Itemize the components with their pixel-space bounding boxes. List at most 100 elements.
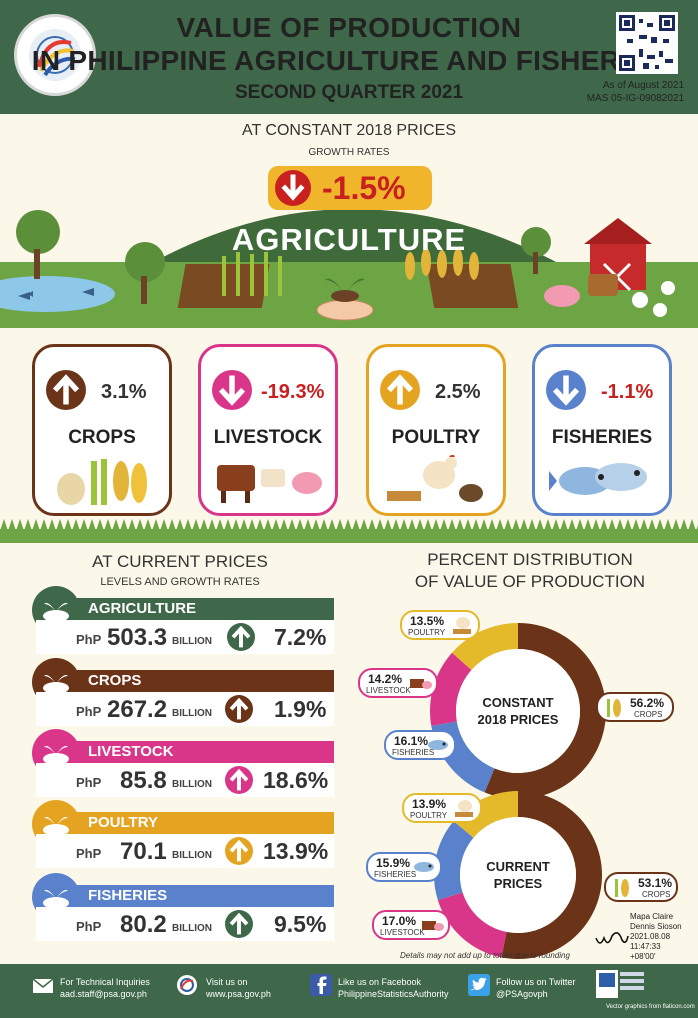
slice-label-livestock: 14.2% LIVESTOCK xyxy=(358,668,438,698)
current-values-row xyxy=(36,692,334,726)
page-title-line1: VALUE OF PRODUCTION xyxy=(176,12,522,43)
growth-arrow xyxy=(224,765,253,794)
twitter-handle[interactable]: @PSAgovph xyxy=(496,989,548,999)
as-of-block: As of August 2021 MAS 05-IG-09082021 xyxy=(587,79,684,105)
current-bar-poultry: POULTRY xyxy=(36,812,334,834)
website-label: Visit us on xyxy=(206,977,248,987)
subsector-illustration xyxy=(549,455,657,512)
website-link[interactable]: Visit us on www.psa.gov.ph xyxy=(206,976,271,1000)
donut-slice-poultry xyxy=(451,623,518,670)
arrow-up-icon xyxy=(225,695,253,723)
poultry-icon xyxy=(452,796,476,825)
signer-name-line2: Dennis Sioson xyxy=(630,922,682,931)
subsector-illustration xyxy=(215,455,323,512)
slice-category: FISHERIES xyxy=(392,748,435,757)
facebook-handle[interactable]: PhilippineStatisticsAuthority xyxy=(338,989,449,999)
growth-rate: 18.6% xyxy=(263,767,329,793)
unit-label: BILLION xyxy=(172,708,212,719)
growth-rate: 9.5% xyxy=(274,911,327,937)
unit-label: BILLION xyxy=(172,636,212,647)
psa-website-icon xyxy=(177,975,197,995)
header-banner xyxy=(0,0,698,114)
subsector-rate: 3.1% xyxy=(101,381,147,403)
arrow-up-icon xyxy=(227,623,255,651)
donut-center-line1: CURRENT xyxy=(486,859,550,874)
arrow-up-icon xyxy=(380,370,420,410)
distribution-title-line2: OF VALUE OF PRODUCTION xyxy=(414,572,646,591)
arrow-up-icon xyxy=(225,766,253,794)
inquiries-email[interactable]: aad.staff@psa.gov.ph xyxy=(60,989,147,999)
twitter-label: Follow us on Twitter xyxy=(496,977,576,987)
slice-label-fisheries: 15.9% FISHERIES xyxy=(366,852,442,882)
slice-value: 53.1% xyxy=(638,876,673,890)
slice-category: LIVESTOCK xyxy=(366,686,411,695)
current-bar-crops: CROPS xyxy=(36,670,334,692)
signature-mark xyxy=(595,932,629,944)
slice-label-crops: 53.1% CROPS xyxy=(604,872,678,902)
livestock-icon xyxy=(420,913,444,942)
slice-label-crops: 56.2% CROPS xyxy=(596,692,674,722)
technical-inquiries[interactable]: For Technical Inquiries aad.staff@psa.go… xyxy=(60,976,150,1000)
donut-slice-livestock xyxy=(430,652,472,726)
value-level: 70.1 xyxy=(120,838,167,865)
inquiries-label: For Technical Inquiries xyxy=(60,977,150,987)
rate-arrow xyxy=(45,369,87,411)
psa-logo xyxy=(14,14,96,96)
donut-slice-crops xyxy=(484,623,606,799)
agriculture-rate-badge xyxy=(268,166,432,210)
growth-arrow xyxy=(226,622,255,651)
donut-center-line2: PRICES xyxy=(494,876,543,891)
donut-chart-constant: CONSTANT 2018 PRICES xyxy=(430,623,606,799)
slice-label-fisheries: 16.1% FISHERIES xyxy=(384,730,456,760)
fisheries-icon xyxy=(412,855,436,884)
arrow-down-icon xyxy=(546,370,586,410)
twitter-link[interactable]: Follow us on Twitter @PSAgovph xyxy=(496,976,575,1000)
page-subtitle: SECOND QUARTER 2021 xyxy=(234,82,464,103)
subsector-rate: -19.3% xyxy=(261,381,325,403)
arrow-up-icon xyxy=(46,370,86,410)
subsector-card-livestock: -19.3% LIVESTOCK xyxy=(198,344,338,516)
subsector-rate: -1.1% xyxy=(601,381,654,403)
donut-center-line1: CONSTANT xyxy=(482,695,553,710)
arrow-up-icon xyxy=(225,910,253,938)
currency-label: PhP xyxy=(76,704,102,719)
facebook-label: Like us on Facebook xyxy=(338,977,422,987)
arrow-down-icon xyxy=(275,170,311,206)
current-row-name: CROPS xyxy=(88,672,142,689)
slice-category: POULTRY xyxy=(410,811,448,820)
current-row-name: FISHERIES xyxy=(88,887,168,904)
slice-label-poultry: 13.5% POULTRY xyxy=(400,610,480,640)
growth-rate: 1.9% xyxy=(274,696,327,722)
current-bar-agriculture: AGRICULTURE xyxy=(36,598,334,620)
growth-arrow xyxy=(224,836,253,865)
subsector-card-fisheries: -1.1% FISHERIES xyxy=(532,344,672,516)
subsector-card-crops: 3.1% CROPS xyxy=(32,344,172,516)
currency-label: PhP xyxy=(76,632,102,647)
currency-label: PhP xyxy=(76,919,102,934)
unit-label: BILLION xyxy=(172,923,212,934)
subsector-card-poultry: 2.5% POULTRY xyxy=(366,344,506,516)
website-url[interactable]: www.psa.gov.ph xyxy=(206,989,271,999)
current-prices-subtitle: LEVELS AND GROWTH RATES xyxy=(100,576,260,588)
qr-code[interactable] xyxy=(616,12,678,74)
facebook-link[interactable]: Like us on Facebook PhilippineStatistics… xyxy=(338,976,449,1000)
crops-icon xyxy=(610,875,634,904)
footer-bar xyxy=(0,964,698,1018)
donut-slice-livestock xyxy=(437,892,507,958)
slice-category: POULTRY xyxy=(408,628,446,637)
value-level: 503.3 xyxy=(107,624,168,651)
slice-category: CROPS xyxy=(634,710,663,719)
signer-name-line1: Mapa Claire xyxy=(630,912,674,921)
slice-value: 13.9% xyxy=(412,797,447,811)
growth-rate: 13.9% xyxy=(263,838,329,864)
signature-date: 2021.08.08 xyxy=(630,932,671,941)
slice-label-livestock: 17.0% LIVESTOCK xyxy=(372,910,450,940)
farm-scene xyxy=(0,114,698,328)
unit-label: BILLION xyxy=(172,850,212,861)
subsector-name: POULTRY xyxy=(391,427,481,448)
certification-badge xyxy=(596,970,644,998)
current-values-row xyxy=(36,763,334,797)
constant-prices-title: AT CONSTANT 2018 PRICES xyxy=(242,122,456,139)
subsector-illustration xyxy=(49,455,157,512)
facebook-icon xyxy=(310,974,332,996)
